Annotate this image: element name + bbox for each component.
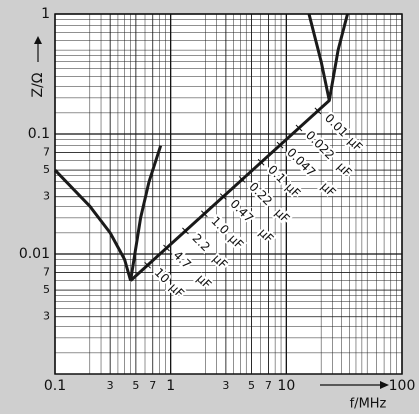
y-tick-label: 3 xyxy=(43,190,50,203)
cross xyxy=(144,261,151,269)
y-tick-label: 7 xyxy=(43,146,50,159)
x-tick-label: 3 xyxy=(107,379,114,392)
cross xyxy=(257,158,265,166)
cross xyxy=(295,124,303,132)
x-arrow-head xyxy=(380,381,389,389)
cross xyxy=(238,176,246,183)
cross xyxy=(219,193,227,200)
x-tick-label: 7 xyxy=(265,379,272,392)
cross xyxy=(276,141,284,149)
y-tick-label: 0.01 xyxy=(19,246,50,262)
x-tick-label: 7 xyxy=(149,379,156,392)
cross xyxy=(182,227,189,235)
y-tick-label: 7 xyxy=(43,266,50,279)
plot-area xyxy=(55,14,402,374)
curve xyxy=(129,145,163,281)
y-arrow-head xyxy=(34,36,42,44)
y-tick-label: 5 xyxy=(43,163,50,176)
y-tick-label: 5 xyxy=(43,283,50,296)
x-tick-label: 1 xyxy=(166,378,175,394)
y-axis-label: Z/Ω xyxy=(30,36,46,98)
y-label: Z/Ω xyxy=(30,72,46,97)
x-tick-label: 5 xyxy=(132,379,139,392)
curve xyxy=(307,13,349,102)
x-tick-label: 3 xyxy=(222,379,229,392)
plot-frame xyxy=(54,13,403,375)
x-tick-label: 100 xyxy=(389,378,416,394)
cross xyxy=(314,107,322,115)
x-tick-label: 0.1 xyxy=(44,378,66,394)
x-axis-label: f/MHz xyxy=(320,381,389,412)
x-label: f/MHz xyxy=(350,397,387,412)
y-tick-label: 1 xyxy=(41,6,50,22)
x-tick-label: 5 xyxy=(248,379,255,392)
y-tick-label: 3 xyxy=(43,310,50,323)
cross xyxy=(163,244,170,252)
y-tick-label: 0.1 xyxy=(28,126,50,142)
curve xyxy=(53,169,133,282)
x-tick-label: 10 xyxy=(277,378,295,394)
cross xyxy=(201,210,208,218)
